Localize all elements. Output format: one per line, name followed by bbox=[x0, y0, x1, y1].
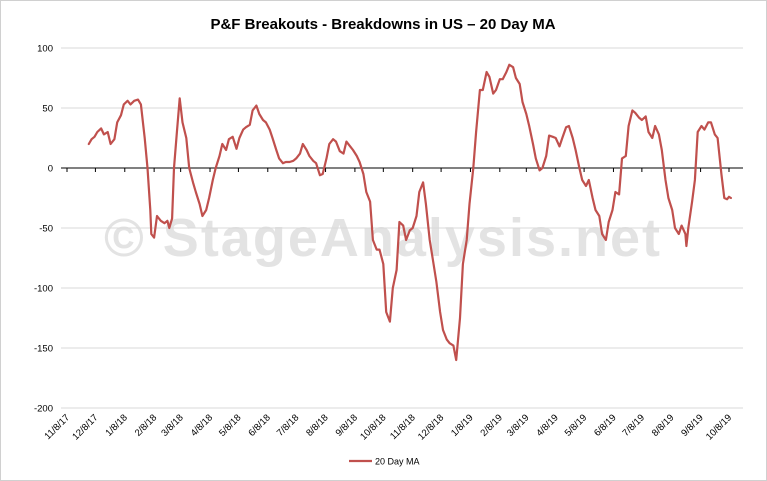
x-tick-label: 6/8/19 bbox=[592, 412, 618, 438]
y-tick-label: 100 bbox=[37, 44, 53, 55]
y-tick-label: -50 bbox=[39, 224, 53, 235]
x-tick-label: 1/8/19 bbox=[449, 412, 475, 438]
series-layer bbox=[87, 63, 733, 362]
gridlines bbox=[61, 47, 743, 409]
x-tick-label: 1/8/18 bbox=[103, 412, 129, 438]
x-tick-label: 6/8/18 bbox=[246, 412, 272, 438]
y-tick-label: -100 bbox=[34, 284, 53, 295]
x-tick-label: 11/8/17 bbox=[42, 412, 72, 442]
x-tick-label: 12/8/18 bbox=[416, 412, 446, 442]
chart-title: P&F Breakouts - Breakdowns in US – 20 Da… bbox=[210, 16, 555, 33]
x-tick-label: 5/8/18 bbox=[217, 412, 243, 438]
x-tick-label: 4/8/18 bbox=[189, 412, 215, 438]
x-tick-label: 7/8/18 bbox=[275, 412, 301, 438]
x-tick-label: 5/8/19 bbox=[563, 412, 589, 438]
y-tick-label: -150 bbox=[34, 344, 53, 355]
x-tick-label: 11/8/18 bbox=[388, 412, 418, 442]
x-tick-label: 8/8/19 bbox=[650, 412, 676, 438]
x-tick-label: 9/8/18 bbox=[334, 412, 360, 438]
x-tick-label: 4/8/19 bbox=[534, 412, 560, 438]
x-tick-label: 3/8/18 bbox=[159, 412, 185, 438]
x-tick-label: 2/8/19 bbox=[478, 412, 504, 438]
x-tick-label: 7/8/19 bbox=[621, 412, 647, 438]
x-tick-label: 3/8/19 bbox=[505, 412, 531, 438]
legend-label: 20 Day MA bbox=[375, 457, 420, 467]
legend: 20 Day MA bbox=[349, 457, 420, 467]
x-tick-label: 10/8/18 bbox=[358, 412, 388, 442]
x-tick-label: 2/8/18 bbox=[133, 412, 159, 438]
y-tick-label: 50 bbox=[42, 104, 53, 115]
x-tick-label: 10/8/19 bbox=[704, 412, 734, 442]
series-line-0 bbox=[87, 63, 733, 362]
x-tick-label: 8/8/18 bbox=[304, 412, 330, 438]
y-tick-label: 0 bbox=[48, 164, 53, 175]
y-tick-label: -200 bbox=[34, 404, 53, 415]
x-tick-label: 9/8/19 bbox=[679, 412, 705, 438]
x-tick-label: 12/8/17 bbox=[70, 412, 100, 442]
